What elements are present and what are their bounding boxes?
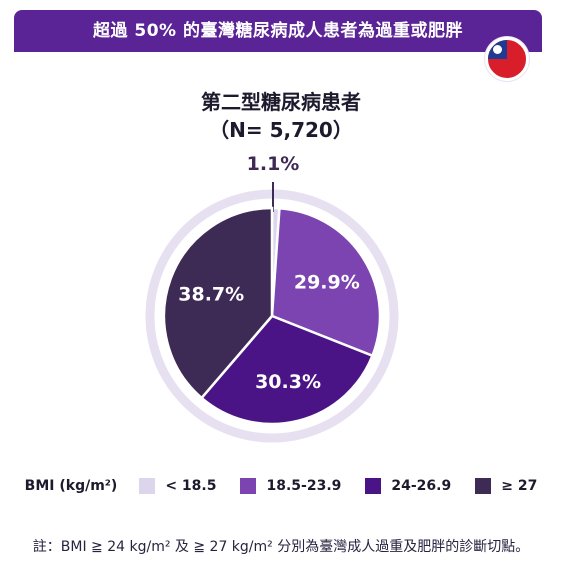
- pie-slice: [162, 206, 274, 400]
- slice-data-label: 30.3%: [255, 371, 321, 393]
- header-banner: 超過 50% 的臺灣糖尿病成人患者為過重或肥胖: [14, 10, 542, 52]
- legend-swatch: [240, 478, 257, 494]
- pie-chart: 1.1% 29.9% 30.3% 38.7%: [145, 153, 399, 443]
- legend-swatch: [475, 478, 492, 494]
- legend: BMI (kg/m²) < 18.5 18.5-23.9 24-26.9 ≥ 2…: [0, 475, 562, 497]
- slice-data-label: 1.1%: [247, 153, 300, 175]
- chart-subtitle: （N= 5,720）: [209, 118, 353, 142]
- pie-slice: [270, 206, 382, 358]
- banner-title: 超過 50% 的臺灣糖尿病成人患者為過重或肥胖: [92, 21, 464, 41]
- flag-sun: [493, 45, 502, 54]
- legend-label: 24-26.9: [391, 478, 452, 494]
- legend-swatch: [139, 478, 156, 494]
- slice-data-label: 29.9%: [294, 271, 360, 293]
- flag-canton: [488, 40, 507, 59]
- legend-item: 18.5-23.9: [240, 478, 341, 494]
- legend-label: 18.5-23.9: [266, 478, 342, 494]
- legend-item: < 18.5: [139, 478, 216, 494]
- legend-item: 24-26.9: [365, 478, 451, 494]
- legend-swatch: [365, 478, 382, 494]
- footnote: 註：BMI ≧ 24 kg/m² 及 ≧ 27 kg/m² 分別為臺灣成人過重及…: [32, 539, 530, 555]
- legend-label: ≥ 27: [501, 478, 538, 494]
- pie-slice: [199, 314, 375, 426]
- slice-data-label: 38.7%: [178, 283, 244, 305]
- taiwan-flag-icon: [485, 37, 529, 81]
- chart-title: 第二型糖尿病患者: [201, 90, 361, 114]
- legend-label: < 18.5: [165, 478, 217, 494]
- legend-item: ≥ 27: [475, 478, 537, 494]
- legend-title: BMI (kg/m²): [24, 478, 118, 494]
